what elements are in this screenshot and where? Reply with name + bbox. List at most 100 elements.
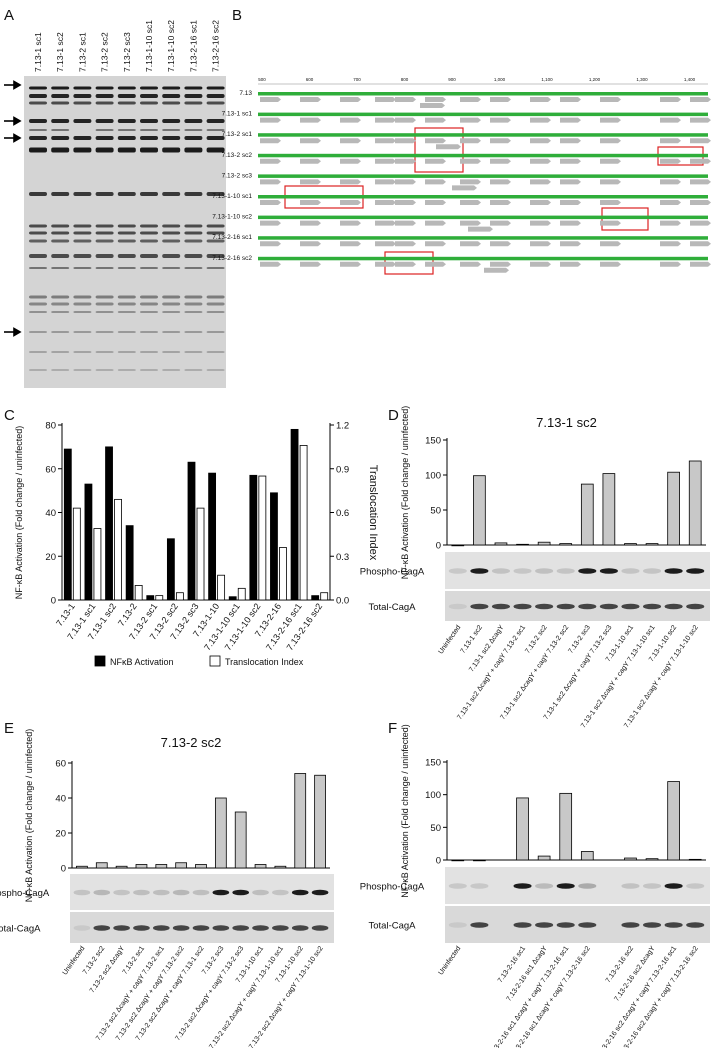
ruler-label: 600 <box>306 77 314 82</box>
blot-band <box>448 922 467 928</box>
bar <box>195 864 207 869</box>
blot-band <box>311 925 329 931</box>
gel-band <box>206 136 225 140</box>
repeat-arrow <box>490 117 511 123</box>
gel-band <box>29 295 47 299</box>
blot-band <box>642 568 662 574</box>
gel-band <box>51 86 70 90</box>
panel-letter: F <box>388 720 397 737</box>
gel-band <box>140 239 158 243</box>
gel-band <box>73 351 92 353</box>
repeat-arrow <box>490 241 511 247</box>
bar <box>494 542 508 546</box>
chart-title: 7.13-1 sc2 <box>536 415 597 430</box>
row-label: 7.13-1-10 sc1 <box>212 193 252 200</box>
gel-band <box>184 331 203 333</box>
y-tick-label: 150 <box>425 758 441 769</box>
repeat-arrow <box>600 261 621 267</box>
y-tick-label: 150 <box>425 436 441 447</box>
row-label: 7.13-2-16 sc1 <box>212 234 252 241</box>
repeat-arrow <box>395 138 416 144</box>
gel-band <box>95 369 114 371</box>
bar <box>473 475 486 546</box>
ruler-label: 1,200 <box>589 77 601 82</box>
repeat-arrow <box>395 179 416 185</box>
y-tick-label: 100 <box>425 471 441 482</box>
bar <box>602 473 616 546</box>
blot-band <box>252 889 269 896</box>
repeat-arrow <box>660 261 681 267</box>
bar <box>537 541 551 546</box>
y2-tick-label: 1.2 <box>336 421 349 432</box>
repeat-arrow <box>460 261 481 267</box>
gel-band <box>206 224 225 228</box>
gel-band <box>162 192 181 196</box>
blot-band <box>172 925 190 931</box>
blot-band <box>272 889 289 896</box>
bar <box>451 544 465 547</box>
repeat-arrow <box>460 241 481 247</box>
repeat-arrow <box>340 158 361 164</box>
repeat-arrow <box>300 241 321 247</box>
blot-band <box>448 603 467 610</box>
y-tick-label: 50 <box>430 823 441 834</box>
bar <box>667 781 680 861</box>
repeat-arrow <box>375 241 396 247</box>
blot-band <box>535 568 554 574</box>
gel-band <box>73 147 92 153</box>
repeat-arrow <box>340 179 361 185</box>
gel-band <box>117 136 136 140</box>
gel-band <box>51 267 70 269</box>
row-label: 7.13 <box>239 90 252 97</box>
bar <box>217 574 226 601</box>
panel-letter: B <box>232 7 242 24</box>
sequence-bar <box>258 236 708 240</box>
gel-band <box>117 192 136 196</box>
lane-label: 7.13-1-10 sc2 <box>166 20 176 72</box>
gel-band <box>140 351 158 353</box>
repeat-arrow <box>530 97 551 102</box>
repeat-arrow <box>395 220 416 226</box>
repeat-arrow <box>530 138 551 144</box>
gel-band <box>29 101 47 105</box>
row-label: 7.13-2 sc3 <box>222 172 253 179</box>
gel-band <box>73 369 92 371</box>
repeat-arrow <box>260 117 281 123</box>
repeat-arrow <box>560 241 581 247</box>
gel-band <box>162 267 181 269</box>
bar <box>624 543 637 546</box>
row-label: 7.13-2 sc2 <box>222 152 253 159</box>
gel-band <box>140 231 158 235</box>
repeat-arrow <box>395 158 416 164</box>
lane-label: 7.13-1-10 sc1 <box>144 20 154 72</box>
bar <box>166 538 175 601</box>
row-label: 7.13-1-10 sc2 <box>212 214 252 221</box>
gel-band <box>206 147 225 153</box>
bar <box>237 587 246 601</box>
gel-band <box>162 295 181 299</box>
bar <box>105 446 113 601</box>
gel-band <box>95 254 114 258</box>
repeat-arrow <box>300 138 321 144</box>
bar <box>645 858 659 861</box>
bar <box>175 592 184 601</box>
repeat-arrow <box>300 117 321 123</box>
gel-band <box>140 119 158 123</box>
repeat-arrow <box>436 144 461 150</box>
repeat-arrow <box>490 97 511 102</box>
gel-band <box>73 192 92 196</box>
repeat-arrow <box>530 158 551 164</box>
gel-band <box>51 254 70 258</box>
blot-band <box>664 603 683 610</box>
repeat-arrow <box>460 200 481 205</box>
repeat-arrow <box>690 241 711 247</box>
repeat-arrow <box>260 261 281 267</box>
repeat-arrow <box>375 220 396 226</box>
blot-band <box>578 568 597 574</box>
blot-band <box>513 603 532 610</box>
blot-band <box>513 922 532 928</box>
gel-band <box>140 311 158 313</box>
gel-band <box>117 224 136 228</box>
blot-band <box>599 568 618 574</box>
repeat-arrow <box>560 138 581 144</box>
